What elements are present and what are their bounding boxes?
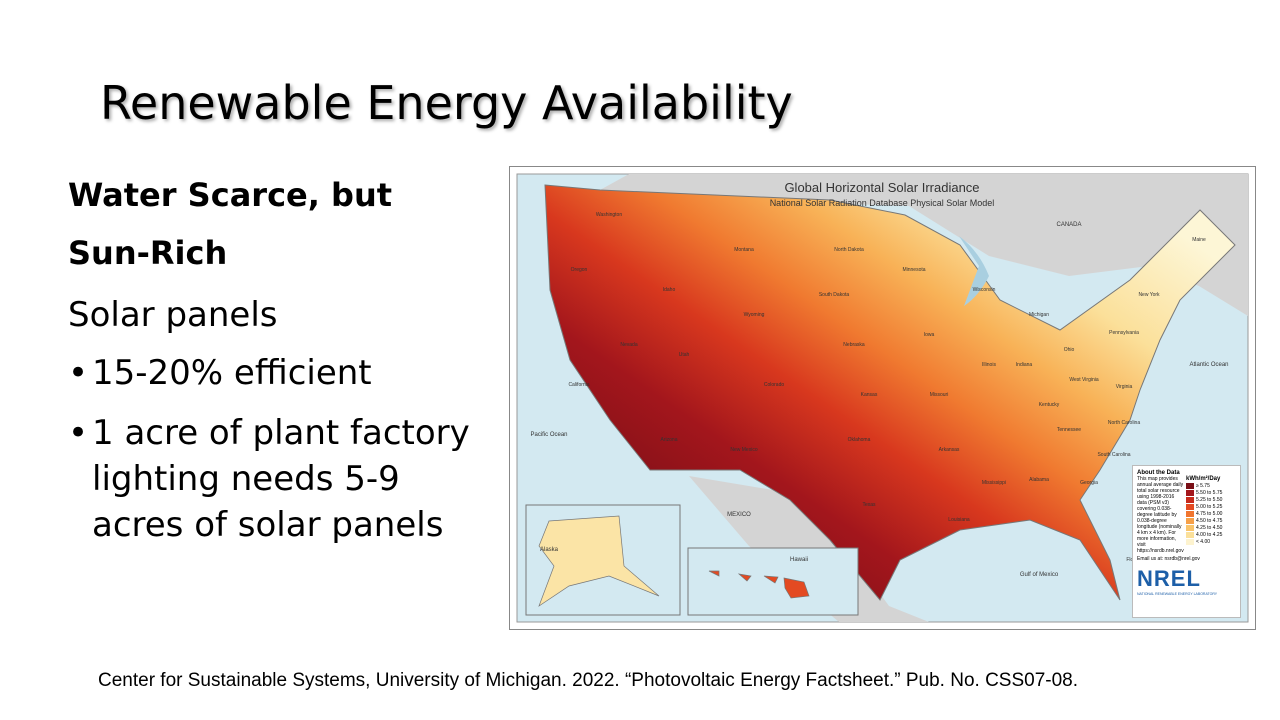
map-label: North Carolina: [1108, 420, 1140, 426]
map-label: Alaska: [540, 547, 559, 553]
map-label: Missouri: [930, 392, 949, 398]
hawaii-shape: [708, 570, 810, 599]
us-map: [544, 184, 1236, 601]
legend-label: < 4.00: [1196, 538, 1211, 545]
map-label: Wyoming: [744, 312, 765, 318]
legend-swatch: [1186, 531, 1194, 538]
subheading: Solar panels: [68, 295, 278, 335]
legend-scale: kWh/m²/Day ≥ 5.75 5.50 to 5.75 5.25 to 5.5…: [1186, 476, 1236, 545]
map-label: Ohio: [1064, 347, 1075, 353]
map-label: Tennessee: [1057, 427, 1081, 433]
legend-item: 5.50 to 5.75: [1186, 489, 1236, 496]
bullet: • 1 acre of plant factory lighting needs …: [68, 410, 488, 548]
legend-label: 4.75 to 5.00: [1196, 510, 1223, 517]
map-label: Pacific Ocean: [530, 432, 567, 438]
alaska-shape: [538, 515, 660, 607]
map-label: Kansas: [861, 392, 878, 398]
legend-item: 4.75 to 5.00: [1186, 510, 1236, 517]
map-label: Iowa: [924, 332, 935, 338]
map-label: Arkansas: [939, 447, 960, 453]
legend-swatch: [1186, 503, 1194, 510]
map-legend: About the Data This map provides annual …: [1132, 465, 1241, 618]
bullet-text: 15-20% efficient: [92, 353, 372, 393]
map-label: Oklahoma: [848, 437, 871, 443]
map-label: Idaho: [663, 287, 676, 293]
legend-swatch: [1186, 524, 1194, 531]
map-label: Nebraska: [843, 342, 865, 348]
legend-description: This map provides annual average daily t…: [1137, 476, 1184, 554]
legend-swatch: [1186, 489, 1194, 496]
map-label: Arizona: [661, 437, 678, 443]
map-label: Maine: [1192, 237, 1206, 243]
map-label: Alabama: [1029, 477, 1049, 483]
legend-label: 5.00 to 5.25: [1196, 503, 1223, 510]
map-label: Virginia: [1116, 384, 1133, 390]
map-label: North Dakota: [834, 247, 864, 253]
logo: NREL: [1137, 566, 1201, 591]
legend-swatch: [1186, 496, 1194, 503]
citation: Center for Sustainable Systems, Universi…: [98, 670, 1079, 691]
legend-item: 4.00 to 4.25: [1186, 531, 1236, 538]
map-label: Texas: [862, 502, 876, 508]
map-title: Global Horizontal Solar Irradiance: [784, 180, 979, 195]
map-label: MEXICO: [727, 512, 751, 518]
map-label: CANADA: [1056, 222, 1081, 228]
map-label: Wisconsin: [973, 287, 996, 293]
heading-line: Sun-Rich: [68, 234, 228, 272]
map-label: Hawaii: [790, 557, 808, 563]
legend-label: 4.00 to 4.25: [1196, 531, 1223, 538]
map-label: Louisiana: [948, 517, 970, 523]
map-label: Washington: [596, 212, 622, 218]
legend-unit: kWh/m²/Day: [1186, 476, 1221, 482]
map-label: Mississippi: [982, 480, 1006, 486]
legend-label: 5.25 to 5.50: [1196, 496, 1223, 503]
legend-swatch: [1186, 510, 1194, 517]
map-label: Kentucky: [1039, 402, 1060, 408]
map-label: South Dakota: [819, 292, 850, 298]
logo-subtitle: NATIONAL RENEWABLE ENERGY LABORATORY: [1137, 592, 1218, 596]
map-label: Montana: [734, 247, 754, 253]
legend-item: 5.00 to 5.25: [1186, 503, 1236, 510]
map-label: Georgia: [1080, 480, 1098, 486]
canada-land: [589, 174, 1248, 316]
legend-swatch: [1186, 517, 1194, 524]
legend-item: 4.50 to 4.75: [1186, 517, 1236, 524]
map-label: Indiana: [1016, 362, 1033, 368]
legend-email: Email us at: nsrdb@nrel.gov: [1137, 556, 1200, 562]
great-lakes: [959, 236, 989, 306]
map-label: Illinois: [982, 362, 996, 368]
legend-title: About the Data: [1137, 470, 1180, 476]
map-label: Oregon: [571, 267, 588, 273]
legend-swatch: [1186, 538, 1194, 545]
map-subtitle: National Solar Radiation Database Physic…: [770, 198, 995, 208]
map-label: Atlantic Ocean: [1189, 362, 1228, 368]
legend-item: < 4.00: [1186, 538, 1236, 545]
map-label: New York: [1138, 292, 1160, 298]
map-label: West Virginia: [1069, 377, 1098, 383]
legend-label: 5.50 to 5.75: [1196, 489, 1223, 496]
map-label: California: [568, 382, 589, 388]
heading-line: Water Scarce, but: [68, 176, 393, 214]
map-label: Colorado: [764, 382, 785, 388]
legend-item: 5.25 to 5.50: [1186, 496, 1236, 503]
legend-label: 4.50 to 4.75: [1196, 517, 1223, 524]
legend-item: ≥ 5.75: [1186, 482, 1236, 489]
legend-label: 4.25 to 4.50: [1196, 524, 1223, 531]
map-label: Pennsylvania: [1109, 330, 1139, 336]
map-label: South Carolina: [1097, 452, 1130, 458]
legend-item: 4.25 to 4.50: [1186, 524, 1236, 531]
bullet: • 15-20% efficient: [68, 350, 488, 396]
bullet-text: 1 acre of plant factory lighting needs 5…: [92, 413, 470, 545]
map-label: Minnesota: [902, 267, 925, 273]
legend-swatch: [1186, 482, 1194, 489]
legend-label: ≥ 5.75: [1196, 482, 1210, 489]
map-label: New Mexico: [730, 447, 757, 453]
slide-title: Renewable Energy Availability: [100, 76, 793, 130]
solar-map: Global Horizontal Solar Irradiance Natio…: [509, 166, 1256, 630]
map-label: Utah: [679, 352, 690, 358]
map-label: Michigan: [1029, 312, 1049, 318]
map-label: Gulf of Mexico: [1020, 572, 1059, 578]
map-label: Nevada: [620, 342, 637, 348]
